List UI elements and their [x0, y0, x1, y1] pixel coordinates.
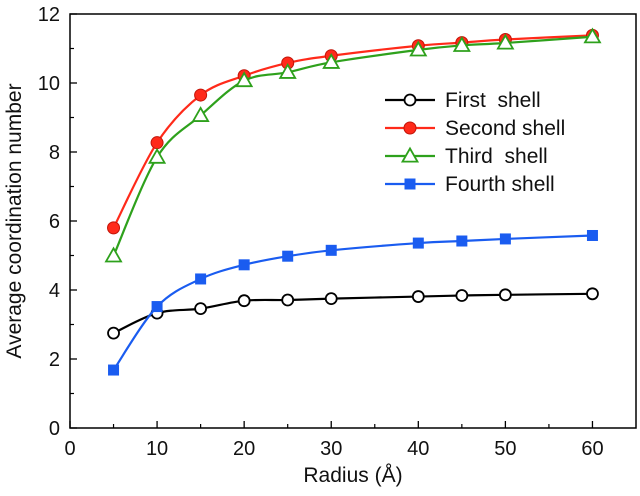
data-point [278, 62, 297, 79]
series-line [113, 292, 593, 335]
data-point [238, 259, 250, 271]
data-point [191, 106, 210, 122]
legend-item: Second shell [385, 117, 565, 140]
x-tick-label: 20 [233, 438, 255, 460]
x-tick-label: 10 [146, 438, 168, 460]
data-point [282, 250, 294, 262]
plot-frame [69, 13, 637, 429]
legend-marker [404, 178, 416, 190]
data-point [409, 40, 428, 57]
legend-label: Fourth shell [445, 173, 555, 196]
x-tick-label: 40 [407, 438, 429, 460]
data-point [455, 289, 469, 302]
legend-item: Fourth shell [385, 173, 555, 196]
series-line [112, 35, 593, 257]
legend-label: Third shell [445, 145, 548, 168]
data-point [107, 221, 121, 235]
data-point [456, 235, 468, 247]
series-layer [104, 27, 602, 376]
data-point [108, 364, 120, 376]
data-point [107, 326, 120, 340]
data-point [281, 293, 295, 307]
data-point [150, 136, 164, 150]
y-tick-label: 4 [49, 280, 60, 302]
y-tick-label: 6 [49, 211, 60, 233]
data-point [496, 33, 515, 50]
series-3 [104, 27, 602, 263]
data-point [235, 71, 254, 88]
data-point [151, 301, 163, 313]
data-point [148, 147, 167, 164]
data-point [586, 229, 598, 241]
data-point [583, 27, 602, 44]
x-axis-title: Radius (Å) [303, 464, 402, 487]
y-tick-label: 8 [49, 142, 60, 164]
legend-label: Second shell [445, 117, 565, 140]
y-axis-title: Average coordination number [3, 83, 26, 358]
legend-item: First shell [385, 89, 541, 112]
data-point [586, 287, 599, 301]
data-point [411, 290, 425, 303]
data-point [194, 88, 208, 102]
series-4 [108, 229, 598, 376]
x-tick-label: 60 [581, 438, 603, 460]
data-point [412, 237, 424, 249]
axes-layer: 0 10 20 30 40 50 60 0 2 4 6 8 10 12 [38, 4, 604, 460]
legend-item: Third shell [385, 145, 548, 168]
legend: First shell Second shell Third shell Fourth… [385, 89, 565, 196]
data-point [237, 294, 251, 308]
x-tick-label: 30 [320, 438, 342, 460]
series-line [112, 34, 593, 229]
data-point [499, 233, 511, 245]
x-tick-label: 0 [64, 438, 75, 460]
y-tick-label: 2 [49, 349, 60, 371]
series-2 [107, 28, 599, 235]
data-point [324, 292, 338, 306]
legend-marker [400, 146, 420, 163]
data-point [452, 36, 471, 52]
y-tick-label: 0 [49, 418, 60, 440]
legend-marker [403, 93, 417, 107]
data-point [104, 246, 123, 263]
legend-marker [403, 121, 417, 135]
data-point [195, 273, 207, 285]
series-1 [107, 287, 599, 340]
data-point [322, 52, 341, 69]
y-tick-label: 12 [38, 4, 60, 26]
data-point [325, 244, 337, 256]
legend-label: First shell [445, 89, 541, 112]
data-point [194, 302, 208, 316]
y-tick-label: 10 [38, 73, 60, 95]
data-point [498, 288, 512, 302]
x-tick-label: 50 [494, 438, 516, 460]
series-line [112, 234, 593, 371]
